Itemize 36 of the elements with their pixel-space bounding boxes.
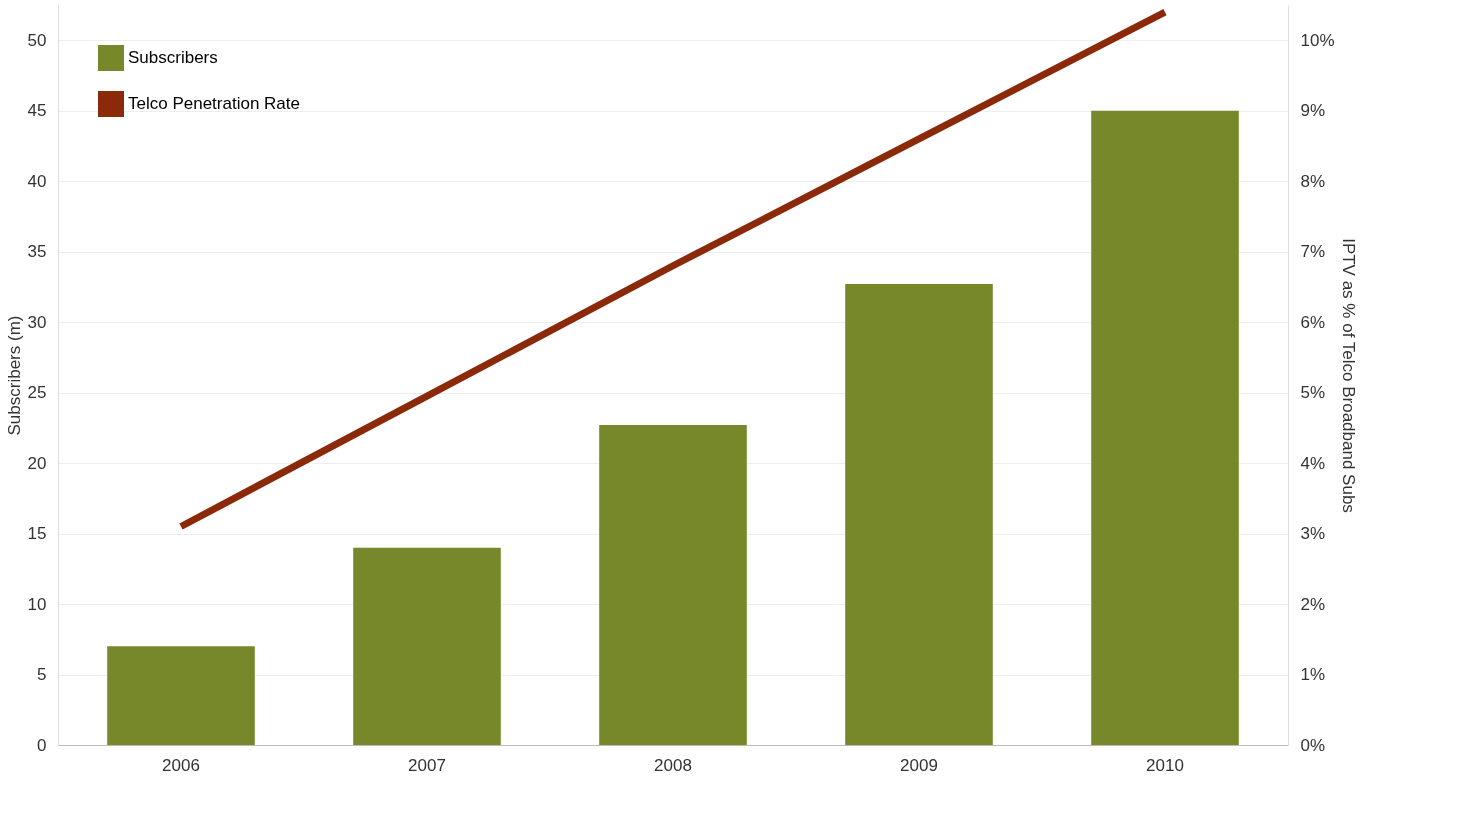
x-tick-label: 2009 [900,755,938,775]
y2-tick-label: 2% [1300,594,1326,614]
y2-tick-label: 5% [1300,383,1326,403]
y-tick-label: 40 [27,171,47,191]
y2-tick-label: 1% [1300,665,1326,685]
bar [353,547,501,745]
y-tick-label: 35 [27,242,47,262]
y-tick-label: 30 [27,312,47,332]
bar [599,425,747,745]
x-tick-label: 2010 [1146,755,1184,775]
y2-tick-label: 6% [1300,312,1326,332]
y2-tick-label: 0% [1300,735,1326,755]
y-tick-label: 0 [37,735,47,755]
y-tick-label: 10 [27,594,47,614]
y-tick-label: 25 [27,383,47,403]
x-tick-label: 2007 [408,755,446,775]
legend-label: Telco Penetration Rate [128,94,300,113]
bar [845,284,993,745]
y2-tick-label: 3% [1300,524,1326,544]
y2-tick-label: 9% [1300,101,1326,121]
y2-axis-title: IPTV as % of Telco Broadband Subs [1338,238,1358,513]
x-tick-label: 2008 [654,755,692,775]
x-tick-label: 2006 [162,755,200,775]
y2-tick-label: 8% [1300,171,1326,191]
y-tick-label: 15 [27,524,47,544]
y-tick-label: 5 [37,665,47,685]
legend-label: Subscribers [128,48,218,67]
y2-tick-label: 10% [1300,30,1335,50]
y2-tick-label: 7% [1300,242,1326,262]
y-axis-title: Subscribers (m) [4,315,24,436]
bar [1091,110,1239,745]
bar [107,646,255,745]
y-tick-label: 50 [27,30,47,50]
y-tick-label: 45 [27,101,47,121]
y2-tick-label: 4% [1300,453,1326,473]
y-tick-label: 20 [27,453,47,473]
